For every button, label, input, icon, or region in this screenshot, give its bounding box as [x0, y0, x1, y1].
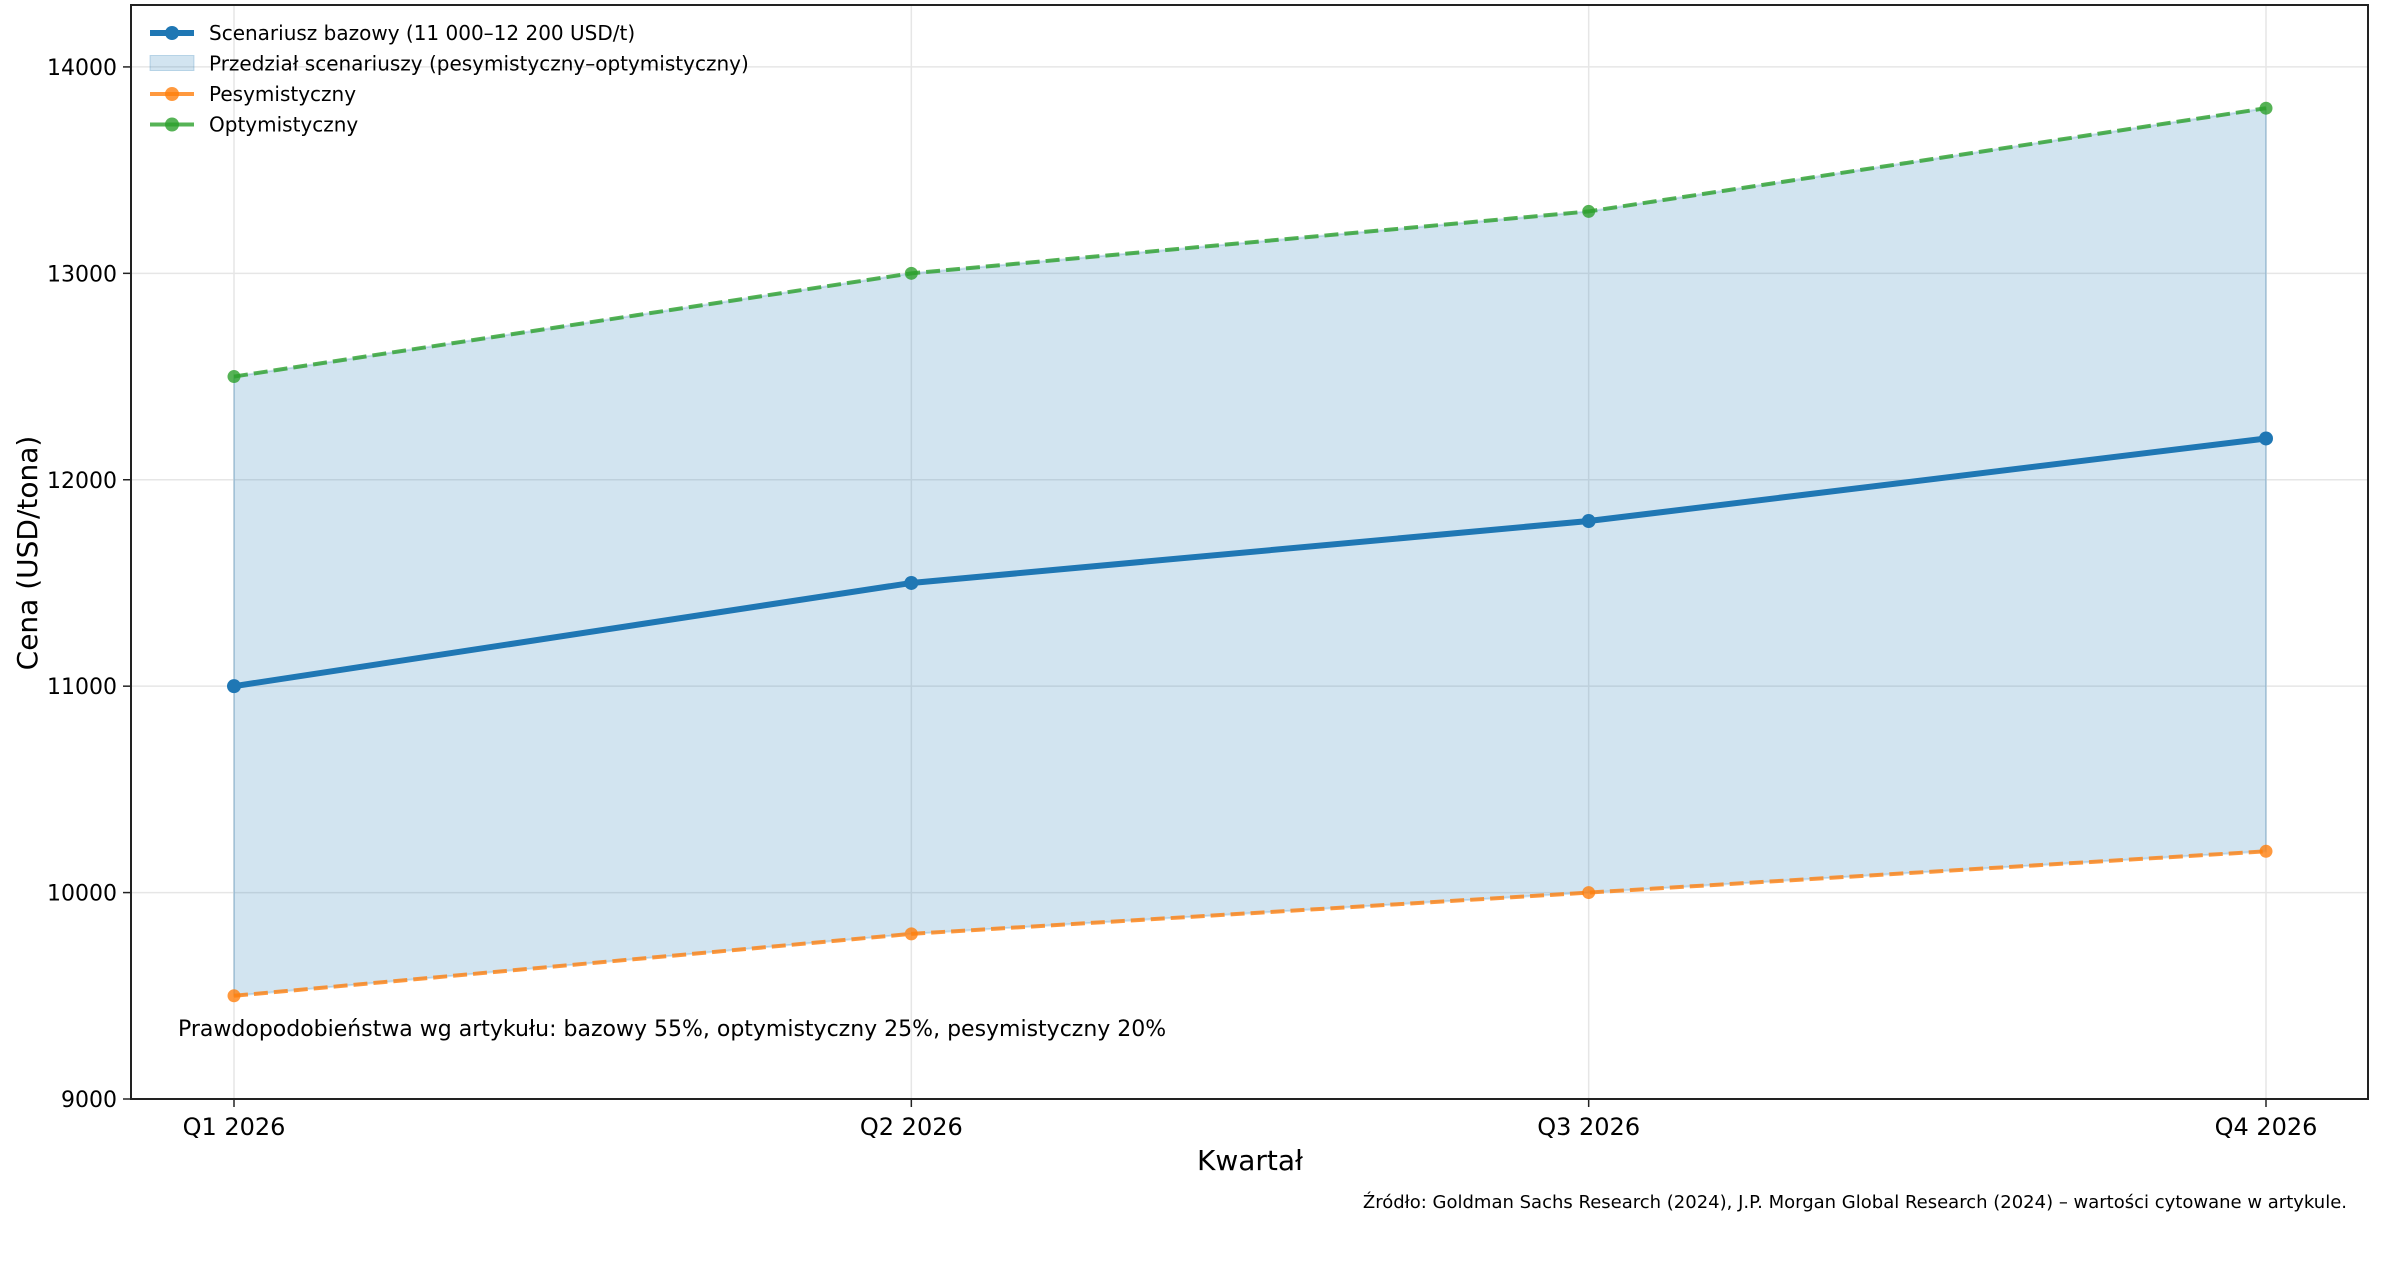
series-scenariusz [227, 431, 2273, 694]
legend-swatch [149, 55, 195, 71]
x-tick-label: Q3 2026 [1537, 1113, 1640, 1141]
x-tick-label: Q4 2026 [2215, 1113, 2318, 1141]
legend-label: Scenariusz bazowy (11 000–12 200 USD/t) [209, 21, 635, 45]
series-lines [227, 101, 2273, 1003]
data-point [2259, 101, 2273, 115]
annotation-text: Prawdopodobieństwa wg artykułu: bazowy 5… [178, 1017, 1166, 1042]
legend-item: Scenariusz bazowy (11 000–12 200 USD/t) [150, 21, 635, 45]
x-axis: Q1 2026 Q2 2026 Q3 2026 Q4 2026 [183, 1099, 2318, 1141]
series-optymistyczny [227, 101, 2273, 384]
legend-item: Optymistyczny [150, 113, 358, 137]
data-point [904, 927, 918, 941]
series-line [233, 435, 2267, 690]
y-axis-label: Cena (USD/tona) [11, 436, 44, 671]
y-tick-label: 10000 [47, 882, 117, 907]
data-point [904, 575, 919, 590]
legend-label: Pesymistyczny [209, 82, 356, 106]
legend-marker [165, 87, 179, 101]
data-point [2259, 844, 2273, 858]
data-point [1581, 514, 1596, 529]
y-tick-label: 11000 [47, 675, 117, 700]
axes-frame [130, 4, 2369, 1100]
series-pesymistyczny [227, 844, 2273, 1003]
data-point [1582, 204, 1596, 218]
data-point [904, 266, 918, 280]
y-tick-label: 12000 [47, 469, 117, 494]
y-axis: 9000 10000 11000 12000 13000 14000 [47, 56, 131, 1113]
y-tick-label: 9000 [61, 1088, 117, 1113]
legend-label: Przedział scenariuszy (pesymistyczny–opt… [209, 52, 749, 76]
legend-marker [165, 117, 179, 132]
series-line [233, 106, 2267, 379]
x-tick-label: Q2 2026 [860, 1113, 963, 1141]
legend: Scenariusz bazowy (11 000–12 200 USD/t) P… [149, 21, 749, 137]
y-tick-label: 14000 [47, 56, 117, 81]
series-line [233, 849, 2267, 998]
data-point [1582, 886, 1596, 900]
data-point [227, 370, 241, 384]
x-axis-label: Kwartał [1197, 1144, 1303, 1177]
legend-item: Pesymistyczny [150, 82, 356, 106]
legend-label: Optymistyczny [209, 113, 358, 137]
x-tick-label: Q1 2026 [183, 1113, 286, 1141]
data-point [2259, 431, 2273, 446]
legend-marker [165, 26, 179, 40]
data-point [227, 989, 241, 1003]
source-note: Źródło: Goldman Sachs Research (2024), J… [1363, 1191, 2347, 1213]
data-point [227, 679, 241, 694]
legend-item: Przedział scenariuszy (pesymistyczny–opt… [149, 52, 749, 76]
y-tick-label: 13000 [47, 262, 117, 287]
